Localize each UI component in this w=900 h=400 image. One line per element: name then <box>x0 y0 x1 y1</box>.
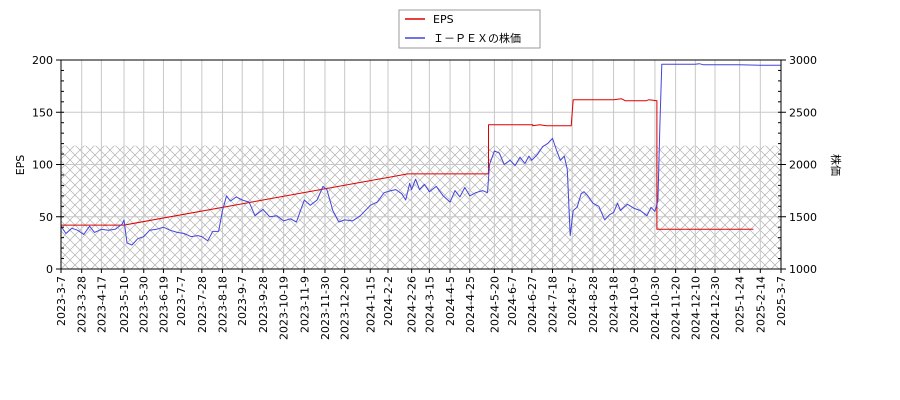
x-tick-label: 2023-9-28 <box>257 276 270 333</box>
y-right-tick-label: 1000 <box>789 263 817 276</box>
x-tick-label: 2024-11-20 <box>670 276 683 340</box>
x-tick-label: 2024-9-18 <box>608 276 621 333</box>
x-tick-label: 2023-7-28 <box>196 276 209 333</box>
x-tick-label: 2025-2-14 <box>754 276 767 333</box>
legend-eps-label: EPS <box>433 13 454 26</box>
right-axis-label: 株価 <box>829 154 843 176</box>
left-axis-label: EPS <box>14 155 27 176</box>
x-tick-label: 2023-11-30 <box>319 276 332 340</box>
x-tick-label: 2024-3-15 <box>423 276 436 333</box>
x-tick-label: 2024-2-26 <box>406 276 419 333</box>
x-axis: 2023-3-7 2023-3-28 2023-4-17 2023-5-10 2023-… <box>55 269 788 340</box>
x-tick-label: 2023-5-10 <box>118 276 131 333</box>
y-right-tick-label: 1500 <box>789 211 817 224</box>
x-tick-label: 2023-11-9 <box>298 276 311 333</box>
legend: EPS Ｉ－ＰＥＸの株価 <box>398 9 541 49</box>
x-tick-label: 2023-8-18 <box>217 276 230 333</box>
stock-price-line <box>61 63 781 246</box>
y-right-tick-label: 2500 <box>789 106 817 119</box>
right-y-axis: 1000 1500 2000 2500 3000 <box>778 54 817 276</box>
x-tick-label: 2024-8-7 <box>566 276 579 326</box>
x-tick-label: 2023-12-20 <box>339 276 352 340</box>
x-tick-label: 2025-3-7 <box>775 276 788 326</box>
x-tick-label: 2023-3-28 <box>76 276 89 333</box>
x-tick-label: 2024-6-27 <box>526 276 539 333</box>
legend-box <box>398 9 541 49</box>
x-tick-label: 2023-7-7 <box>175 276 188 326</box>
y-right-tick-label: 2000 <box>789 159 817 172</box>
x-tick-label: 2024-1-15 <box>364 276 377 333</box>
x-tick-label: 2023-3-7 <box>55 276 68 326</box>
x-tick-label: 2024-7-18 <box>546 276 559 333</box>
y-left-tick-label: 50 <box>39 211 53 224</box>
series-layer <box>61 63 781 246</box>
x-tick-label: 2024-10-30 <box>649 276 662 340</box>
y-left-tick-label: 0 <box>46 263 53 276</box>
legend-price-label: Ｉ－ＰＥＸの株価 <box>433 31 521 45</box>
x-tick-label: 2023-6-19 <box>157 276 170 333</box>
x-tick-label: 2025-1-24 <box>734 276 747 333</box>
x-tick-label: 2024-8-28 <box>587 276 600 333</box>
x-tick-label: 2023-5-30 <box>138 276 151 333</box>
y-left-tick-label: 200 <box>32 54 53 67</box>
x-tick-label: 2023-4-17 <box>95 276 108 333</box>
x-tick-label: 2024-4-5 <box>444 276 457 326</box>
x-tick-label: 2024-10-9 <box>628 276 641 333</box>
x-tick-label: 2023-9-7 <box>236 276 249 326</box>
left-y-axis: 0 50 100 150 200 <box>32 54 64 276</box>
x-tick-label: 2024-4-25 <box>464 276 477 333</box>
x-tick-label: 2024-12-30 <box>709 276 722 340</box>
x-tick-label: 2024-12-10 <box>689 276 702 340</box>
x-tick-label: 2024-2-2 <box>382 276 395 326</box>
x-tick-label: 2024-6-7 <box>506 276 519 326</box>
x-tick-label: 2023-10-19 <box>278 276 291 340</box>
y-left-tick-label: 100 <box>32 159 53 172</box>
y-right-tick-label: 3000 <box>789 54 817 67</box>
y-left-tick-label: 150 <box>32 106 53 119</box>
x-tick-label: 2024-5-20 <box>488 276 501 333</box>
